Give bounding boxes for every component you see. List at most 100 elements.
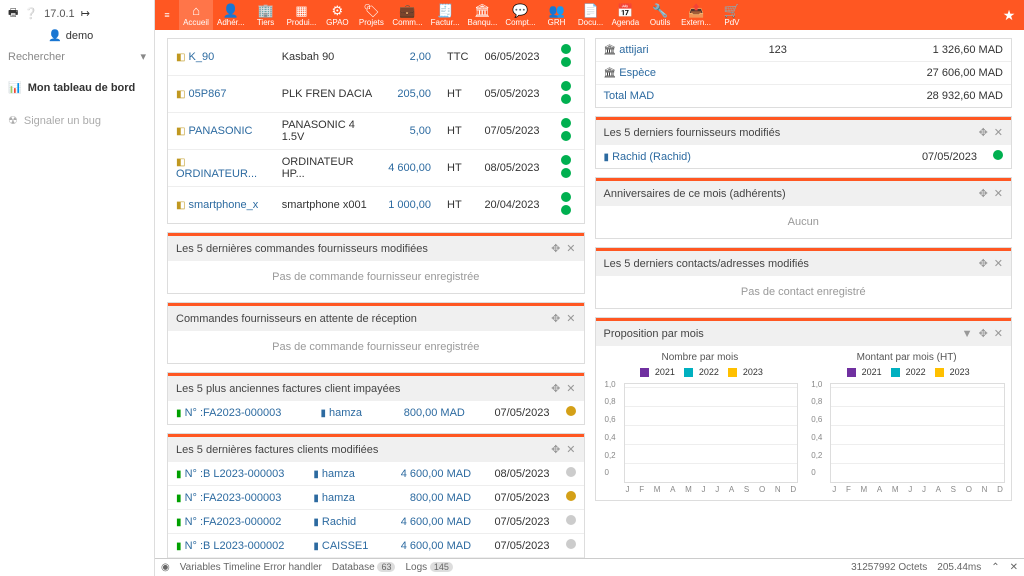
sidebar-dashboard[interactable]: 📊 Mon tableau de bord xyxy=(8,77,146,98)
table-row[interactable]: 05P867PLK FREN DACIA205,00HT05/05/2023 xyxy=(168,76,584,113)
table-row[interactable]: N° :B L2023-000003 hamza4 600,00 MAD08/0… xyxy=(168,462,584,486)
bank-panel: attijari1231 326,60 MAD Espèce27 606,00 … xyxy=(595,38,1013,108)
nav-accueil[interactable]: ⌂Accueil xyxy=(179,0,213,30)
menu-toggle[interactable]: ≡ xyxy=(155,0,179,30)
nav-tiers[interactable]: 🏢Tiers xyxy=(249,0,283,30)
close-icon[interactable]: ✕ xyxy=(994,257,1003,270)
collapse-icon[interactable]: ⌃ xyxy=(991,562,999,573)
table-row[interactable]: Total MAD28 932,60 MAD xyxy=(596,85,1012,108)
close-icon[interactable]: ✕ xyxy=(994,126,1003,139)
close-icon[interactable]: ✕ xyxy=(566,242,575,255)
status-dot xyxy=(566,539,576,549)
status-dot xyxy=(566,467,576,477)
nav-icon: 🏛 xyxy=(474,4,491,17)
close-icon[interactable]: ✕ xyxy=(566,312,575,325)
product-icon xyxy=(176,199,185,211)
search-input[interactable]: Rechercher▾ xyxy=(8,50,146,63)
nav-icon: 🏢 xyxy=(257,4,273,17)
user-icon: 👤 xyxy=(48,29,62,42)
nav-comm[interactable]: 💼Comm... xyxy=(388,0,426,30)
company-icon xyxy=(313,540,319,552)
move-icon[interactable]: ✥ xyxy=(979,327,988,340)
nav-icon: 🏷 xyxy=(363,4,380,17)
nav-factur[interactable]: 🧾Factur... xyxy=(427,0,464,30)
nav-icon: 📄 xyxy=(582,4,598,17)
php-icon: ◉ xyxy=(161,562,170,573)
table-row[interactable]: smartphone_xsmartphone x0011 000,00HT20/… xyxy=(168,187,584,224)
proposition-chart-panel: Proposition par mois ▼ ✥ ✕ Nombre par mo… xyxy=(595,317,1013,501)
table-row[interactable]: N° :B L2023-000002 CAISSE14 600,00 MAD07… xyxy=(168,534,584,558)
move-icon[interactable]: ✥ xyxy=(979,187,988,200)
table-row[interactable]: N° :FA2023-000002 Rachid4 600,00 MAD07/0… xyxy=(168,510,584,534)
table-row[interactable]: PANASONICPANASONIC 4 1.5V5,00HT07/05/202… xyxy=(168,113,584,150)
nav-gpao[interactable]: ⚙GPAO xyxy=(320,0,354,30)
nav-pdv[interactable]: 🛒PdV xyxy=(715,0,749,30)
nav-extern[interactable]: 📤Extern... xyxy=(677,0,715,30)
nav-icon: 👥 xyxy=(548,4,564,17)
nav-produi[interactable]: ▦Produi... xyxy=(283,0,321,30)
nav-icon: 👤 xyxy=(223,4,239,17)
nav-icon: 💼 xyxy=(399,4,415,17)
nav-grh[interactable]: 👥GRH xyxy=(540,0,574,30)
status-dot xyxy=(566,491,576,501)
table-row[interactable]: Espèce27 606,00 MAD xyxy=(596,62,1012,85)
chart-count: Nombre par mois 202120222023 1,00,80,60,… xyxy=(602,352,799,494)
move-icon[interactable]: ✥ xyxy=(979,257,988,270)
product-icon xyxy=(176,51,185,63)
invoice-icon xyxy=(176,540,182,552)
status-bar: ◉ Variables Timeline Error handler Datab… xyxy=(155,558,1024,576)
print-icon[interactable]: 🖶 xyxy=(8,4,18,23)
move-icon[interactable]: ✥ xyxy=(551,443,560,456)
nav-compt[interactable]: 💬Compt... xyxy=(501,0,539,30)
table-row[interactable]: N° :FA2023-000003 hamza800,00 MAD07/05/2… xyxy=(168,486,584,510)
nav-banqu[interactable]: 🏛Banqu... xyxy=(464,0,502,30)
company-icon xyxy=(313,492,319,504)
sidebar-bug[interactable]: ☢ Signaler un bug xyxy=(8,106,146,135)
bank-icon xyxy=(604,44,617,56)
close-icon[interactable]: ✕ xyxy=(566,382,575,395)
close-icon[interactable]: ✕ xyxy=(994,327,1003,340)
nav-docu[interactable]: 📄Docu... xyxy=(574,0,608,30)
move-icon[interactable]: ✥ xyxy=(551,242,560,255)
close-icon[interactable]: ✕ xyxy=(1010,562,1018,573)
status-dot xyxy=(993,150,1003,160)
filter-icon[interactable]: ▼ xyxy=(962,328,973,340)
help-icon[interactable]: ❔ xyxy=(24,7,38,20)
status-dot xyxy=(566,515,576,525)
nav-icon: 📅 xyxy=(617,4,633,17)
table-row[interactable]: Rachid (Rachid) 07/05/2023 xyxy=(596,145,1012,168)
chart-icon: 📊 xyxy=(8,81,22,94)
table-row[interactable]: K_90Kasbah 902,00TTC06/05/2023 xyxy=(168,39,584,76)
nav-adhr[interactable]: 👤Adhér... xyxy=(213,0,249,30)
nav-icon: 🧾 xyxy=(437,4,453,17)
table-row[interactable]: N° :FA2023-000003 hamza800,00 MAD07/05/2… xyxy=(168,401,584,424)
move-icon[interactable]: ✥ xyxy=(551,382,560,395)
nav-outils[interactable]: 🔧Outils xyxy=(643,0,677,30)
nav-icon: 💬 xyxy=(512,4,528,17)
bug-icon: ☢ xyxy=(8,114,18,127)
invoice-icon xyxy=(176,468,182,480)
status-dot xyxy=(566,406,576,416)
invoice-icon xyxy=(176,407,182,419)
move-icon[interactable]: ✥ xyxy=(979,126,988,139)
user-name[interactable]: demo xyxy=(66,30,94,42)
product-icon xyxy=(176,125,185,137)
modified-invoices-panel: Les 5 dernières factures clients modifié… xyxy=(167,433,585,558)
nav-projets[interactable]: 🏷Projets xyxy=(354,0,388,30)
supplier-orders-waiting-panel: Commandes fournisseurs en attente de réc… xyxy=(167,302,585,364)
logout-icon[interactable]: ↦ xyxy=(81,7,90,20)
close-icon[interactable]: ✕ xyxy=(994,187,1003,200)
favorite-icon[interactable]: ★ xyxy=(994,0,1024,30)
table-row[interactable]: ORDINATEUR...ORDINATEUR HP...4 600,00HT0… xyxy=(168,150,584,187)
table-row[interactable]: attijari1231 326,60 MAD xyxy=(596,39,1012,62)
move-icon[interactable]: ✥ xyxy=(551,312,560,325)
products-panel: K_90Kasbah 902,00TTC06/05/2023 05P867PLK… xyxy=(167,38,585,224)
nav-agenda[interactable]: 📅Agenda xyxy=(608,0,644,30)
contacts-modified-panel: Les 5 derniers contacts/adresses modifié… xyxy=(595,247,1013,309)
close-icon[interactable]: ✕ xyxy=(566,443,575,456)
company-icon xyxy=(313,516,319,528)
product-icon xyxy=(176,88,185,100)
nav-icon: ▦ xyxy=(295,4,307,17)
suppliers-modified-panel: Les 5 derniers fournisseurs modifiés ✥ ✕… xyxy=(595,116,1013,169)
company-icon xyxy=(313,468,319,480)
